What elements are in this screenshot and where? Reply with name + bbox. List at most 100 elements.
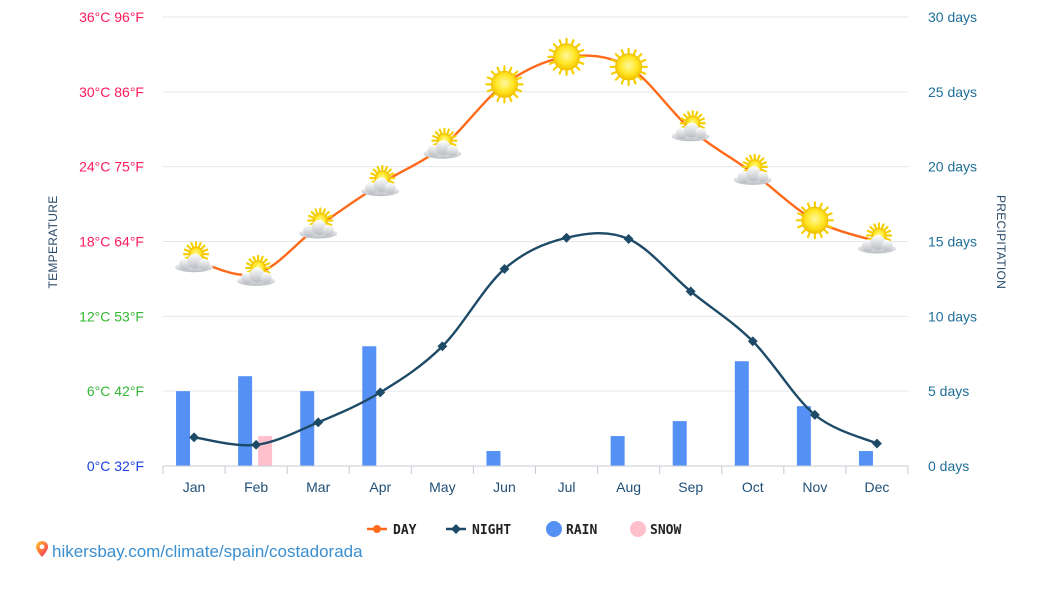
partly-cloudy-icon [857, 222, 896, 254]
y-left-tick-label: 12°C 53°F [79, 308, 144, 324]
cloud [175, 253, 214, 273]
y-right-tick-label: 5 days [928, 383, 969, 399]
cloud [361, 177, 400, 197]
cloud [423, 140, 462, 159]
legend-marker [546, 521, 562, 537]
night-point [561, 232, 572, 243]
legend-marker [373, 525, 381, 533]
legend: DAY NIGHT RAIN SNOW [367, 521, 681, 538]
cloud-puff [695, 127, 707, 139]
cloud [733, 166, 772, 185]
legend-label: RAIN [566, 523, 597, 538]
rain-bar [238, 376, 253, 466]
legend-item-night: NIGHT [446, 523, 511, 538]
x-tick-label: Jan [183, 479, 206, 495]
sunny-icon [485, 65, 524, 104]
legend-item-rain: RAIN [546, 521, 597, 538]
y-left-tick-label: 0°C 32°F [87, 458, 144, 474]
cloud [857, 235, 896, 254]
night-point [189, 432, 199, 443]
source-link[interactable]: hikersbay.com/climate/spain/costadorada [35, 540, 363, 563]
y-axis-right-title: PRECIPITATION [994, 195, 1008, 289]
sun-disc [615, 53, 643, 81]
rain-bar [176, 391, 191, 466]
rain-bar [734, 361, 749, 466]
y-axis-left-title: TEMPERATURE [46, 195, 60, 288]
source-url: hikersbay.com/climate/spain/costadorada [52, 541, 363, 561]
sun-disc [553, 43, 581, 71]
partly-cloudy-icon [733, 153, 772, 185]
sun-disc [490, 70, 518, 98]
cloud-puff [322, 225, 334, 237]
partly-cloudy-icon [423, 127, 462, 159]
cloud-puff [198, 258, 210, 270]
night-point [251, 439, 262, 450]
snow-bar [258, 436, 273, 466]
cloud-puff [384, 182, 396, 194]
precipitation-bars [176, 346, 873, 466]
x-tick-label: Sep [678, 479, 703, 495]
y-right-tick-label: 10 days [928, 308, 977, 324]
sunny-icon [547, 37, 586, 77]
axes: 0°C 32°F 6°C 42°F 12°C 53°F 18°C 64°F 24°C 7… [79, 9, 977, 495]
night-point [623, 234, 634, 244]
cloud [671, 122, 710, 142]
weather-icons [175, 37, 896, 286]
x-tick-label: Aug [616, 479, 641, 495]
temperature-lines [189, 54, 882, 450]
sunny-icon [609, 47, 648, 86]
partly-cloudy-icon [175, 241, 214, 273]
partly-cloudy-icon [361, 165, 400, 197]
legend-marker [451, 524, 461, 534]
partly-cloudy-icon [237, 254, 276, 286]
sun-disc [801, 206, 829, 234]
cloud-puff [757, 171, 769, 183]
rain-bar [362, 346, 377, 466]
night-point [685, 286, 696, 297]
map-pin-icon [35, 540, 49, 563]
night-point [499, 263, 510, 274]
cloud [237, 267, 276, 286]
x-tick-label: May [429, 479, 455, 495]
x-tick-label: Feb [244, 479, 268, 495]
legend-marker [630, 521, 646, 537]
y-right-tick-label: 25 days [928, 84, 977, 100]
x-tick-label: Jul [558, 479, 576, 495]
y-right-tick-label: 20 days [928, 159, 977, 175]
y-right-tick-label: 0 days [928, 458, 969, 474]
legend-item-day: DAY [367, 523, 417, 538]
y-right-tick-label: 15 days [928, 234, 977, 250]
grid [163, 16, 908, 392]
cloud-puff [881, 240, 893, 251]
x-tick-label: Dec [865, 479, 890, 495]
night-point [809, 409, 820, 420]
day-series-line [193, 54, 878, 277]
partly-cloudy-icon [671, 110, 710, 142]
night-point [313, 417, 324, 428]
rain-bar [858, 451, 873, 466]
legend-label: NIGHT [472, 523, 511, 538]
cloud-puff [260, 272, 272, 284]
cloud [299, 220, 338, 239]
sunny-icon [795, 201, 834, 240]
x-tick-label: Oct [742, 479, 764, 495]
y-left-tick-label: 18°C 64°F [79, 234, 144, 250]
legend-item-snow: SNOW [630, 521, 681, 538]
night-point [747, 336, 758, 347]
rain-bar [672, 421, 687, 466]
x-tick-label: Nov [802, 479, 827, 495]
night-series-line [193, 231, 878, 447]
y-right-tick-label: 30 days [928, 9, 977, 25]
x-tick-label: Mar [306, 479, 330, 495]
partly-cloudy-icon [299, 207, 338, 239]
y-left-tick-label: 36°C 96°F [79, 9, 144, 25]
y-left-tick-label: 24°C 75°F [79, 159, 144, 175]
x-tick-label: Apr [369, 479, 391, 495]
y-left-tick-label: 6°C 42°F [87, 383, 144, 399]
legend-label: SNOW [650, 523, 681, 538]
cloud-puff [446, 145, 458, 157]
x-tick-label: Jun [493, 479, 516, 495]
night-point [375, 387, 386, 398]
rain-bar [486, 451, 501, 466]
